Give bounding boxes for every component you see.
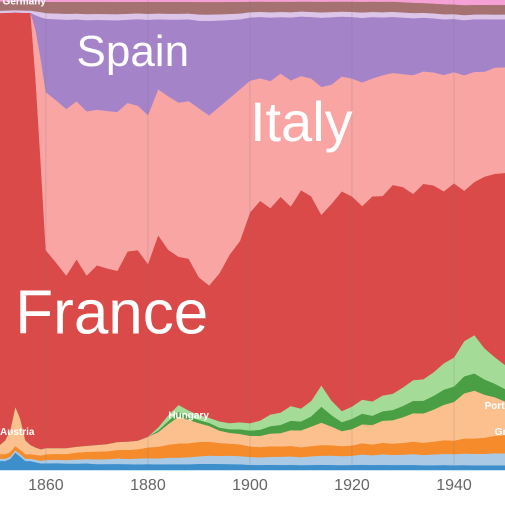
label-hungary: Hungary bbox=[168, 410, 209, 421]
label-portug: Portug bbox=[485, 401, 505, 412]
label-italy: Italy bbox=[250, 90, 353, 153]
gridlines bbox=[45, 0, 455, 470]
x-tick-label: 1940 bbox=[436, 477, 472, 494]
series-labels: Germany Spain Italy France Hungary Austria Por… bbox=[0, 0, 505, 438]
label-germany: Germany bbox=[3, 0, 47, 8]
x-tick-label: 1920 bbox=[334, 477, 370, 494]
label-gree: Gree bbox=[495, 427, 505, 438]
area-series-11[interactable] bbox=[0, 0, 505, 6]
x-tick-label: 1880 bbox=[130, 477, 166, 494]
label-france: France bbox=[15, 279, 208, 348]
x-tick-label: 1860 bbox=[28, 477, 64, 494]
label-spain: Spain bbox=[77, 27, 190, 76]
label-austria: Austria bbox=[0, 427, 35, 438]
area-layer bbox=[0, 0, 505, 471]
x-tick-label: 1900 bbox=[232, 477, 268, 494]
x-axis: 1860 1880 1900 1920 1940 bbox=[28, 477, 472, 494]
